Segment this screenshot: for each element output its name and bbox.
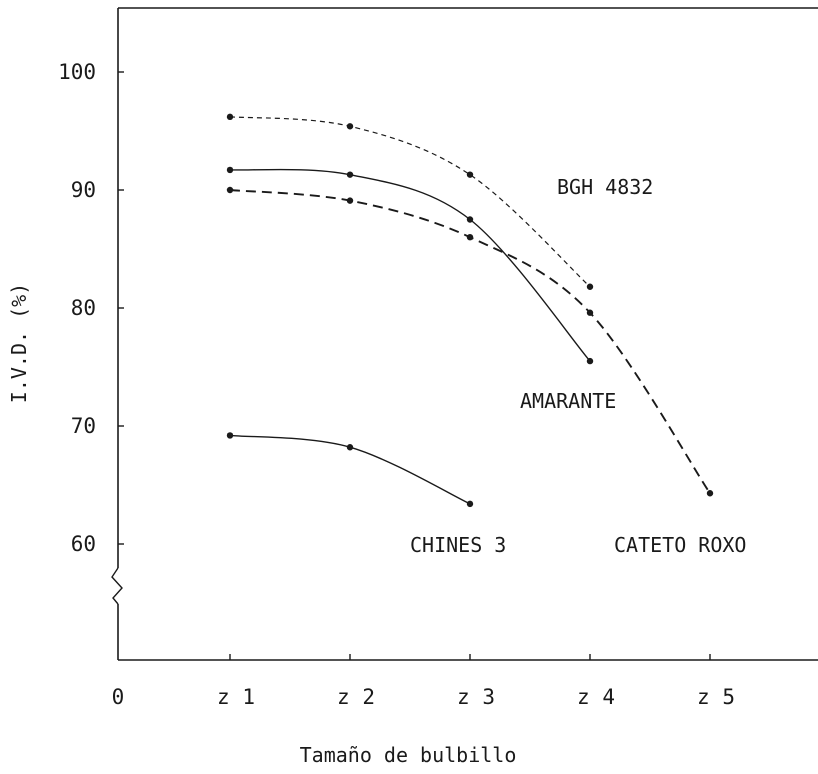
series-label-amarante: AMARANTE — [520, 389, 616, 413]
y-tick-label: 60 — [71, 532, 96, 556]
x-axis-label: Tamaño de bulbillo — [300, 743, 517, 767]
data-point-cateto-roxo — [226, 186, 234, 194]
data-point-cateto-roxo — [586, 309, 594, 316]
data-point-chines-3 — [226, 432, 234, 439]
series-line-bgh-4832 — [229, 116, 591, 288]
series-line-amarante — [229, 168, 591, 362]
x-tick-label: 0 — [112, 685, 125, 709]
y-axis-ticks: 60 70 80 90 100 — [58, 60, 124, 556]
y-axis-label: I.V.D. (%) — [7, 283, 31, 403]
x-tick-label: z 1 — [217, 685, 255, 709]
data-point-amarante — [586, 357, 594, 365]
data-point-bgh-4832 — [586, 283, 594, 290]
x-tick-label: z 5 — [697, 685, 735, 709]
data-point-bgh-4832 — [466, 171, 474, 178]
x-tick-label: z 4 — [577, 685, 615, 709]
data-point-chines-3 — [466, 500, 474, 508]
data-point-bgh-4832 — [346, 123, 354, 130]
y-tick-label: 90 — [71, 178, 96, 202]
y-axis-break-mark — [111, 567, 123, 605]
series-points — [226, 113, 714, 508]
y-tick-label: 80 — [71, 296, 96, 320]
x-tick-label: z 2 — [337, 685, 375, 709]
data-point-amarante — [226, 166, 234, 174]
x-tick-label: z 3 — [457, 685, 495, 709]
data-point-amarante — [466, 216, 474, 223]
series-label-chines-3: CHINES 3 — [410, 533, 506, 557]
data-point-amarante — [346, 171, 354, 178]
data-point-cateto-roxo — [346, 197, 354, 204]
series-label-bgh-4832: BGH 4832 — [557, 175, 653, 199]
y-tick-label: 70 — [71, 414, 96, 438]
data-point-chines-3 — [346, 444, 354, 451]
data-point-bgh-4832 — [226, 113, 234, 121]
data-point-cateto-roxo — [466, 234, 474, 241]
series-label-cateto-roxo: CATETO ROXO — [614, 533, 746, 557]
series-line-cateto-roxo — [229, 189, 711, 494]
data-point-cateto-roxo — [706, 490, 714, 497]
x-axis-ticks: 0 z 1 z 2 z 3 z 4 z 5 — [112, 654, 735, 709]
y-tick-label: 100 — [58, 60, 96, 84]
